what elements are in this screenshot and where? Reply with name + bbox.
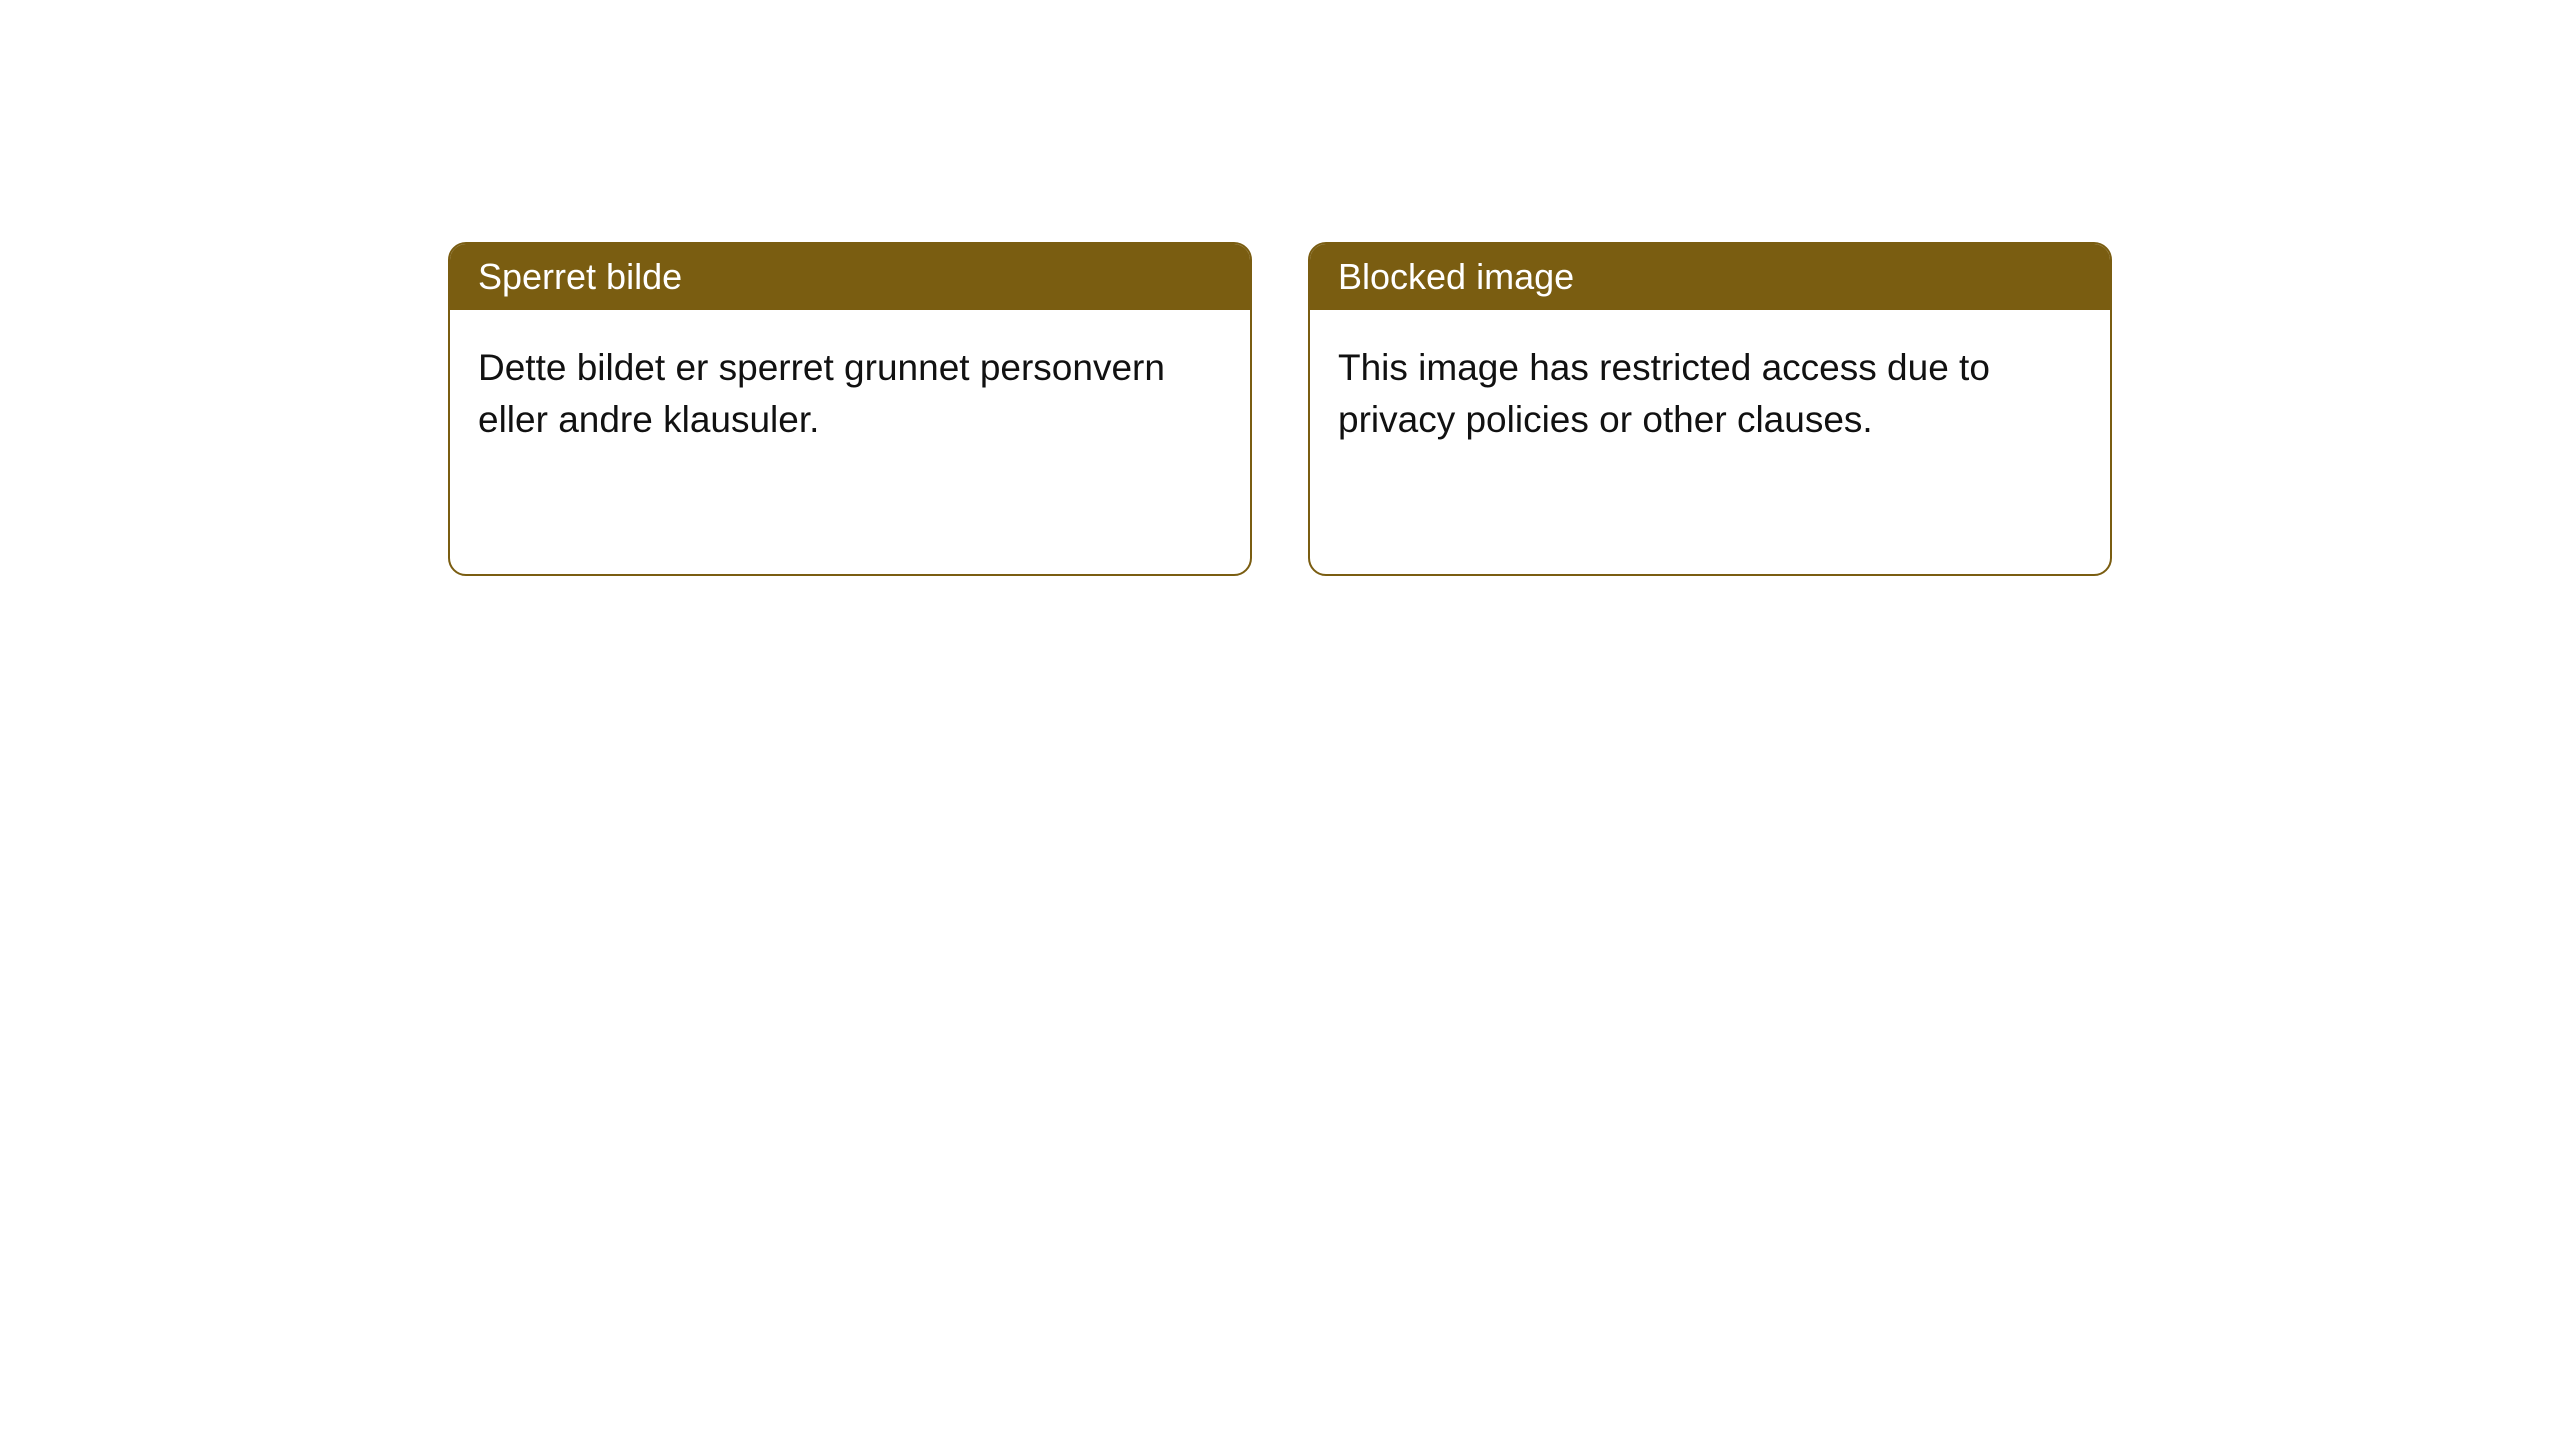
- card-title: Sperret bilde: [478, 256, 682, 297]
- notice-card-english: Blocked image This image has restricted …: [1308, 242, 2112, 576]
- notice-container: Sperret bilde Dette bildet er sperret gr…: [448, 242, 2112, 576]
- card-header: Sperret bilde: [450, 244, 1250, 310]
- card-body: This image has restricted access due to …: [1310, 310, 2110, 478]
- notice-card-norwegian: Sperret bilde Dette bildet er sperret gr…: [448, 242, 1252, 576]
- card-body-text: Dette bildet er sperret grunnet personve…: [478, 347, 1165, 440]
- card-body-text: This image has restricted access due to …: [1338, 347, 1990, 440]
- card-header: Blocked image: [1310, 244, 2110, 310]
- card-body: Dette bildet er sperret grunnet personve…: [450, 310, 1250, 478]
- card-title: Blocked image: [1338, 256, 1574, 297]
